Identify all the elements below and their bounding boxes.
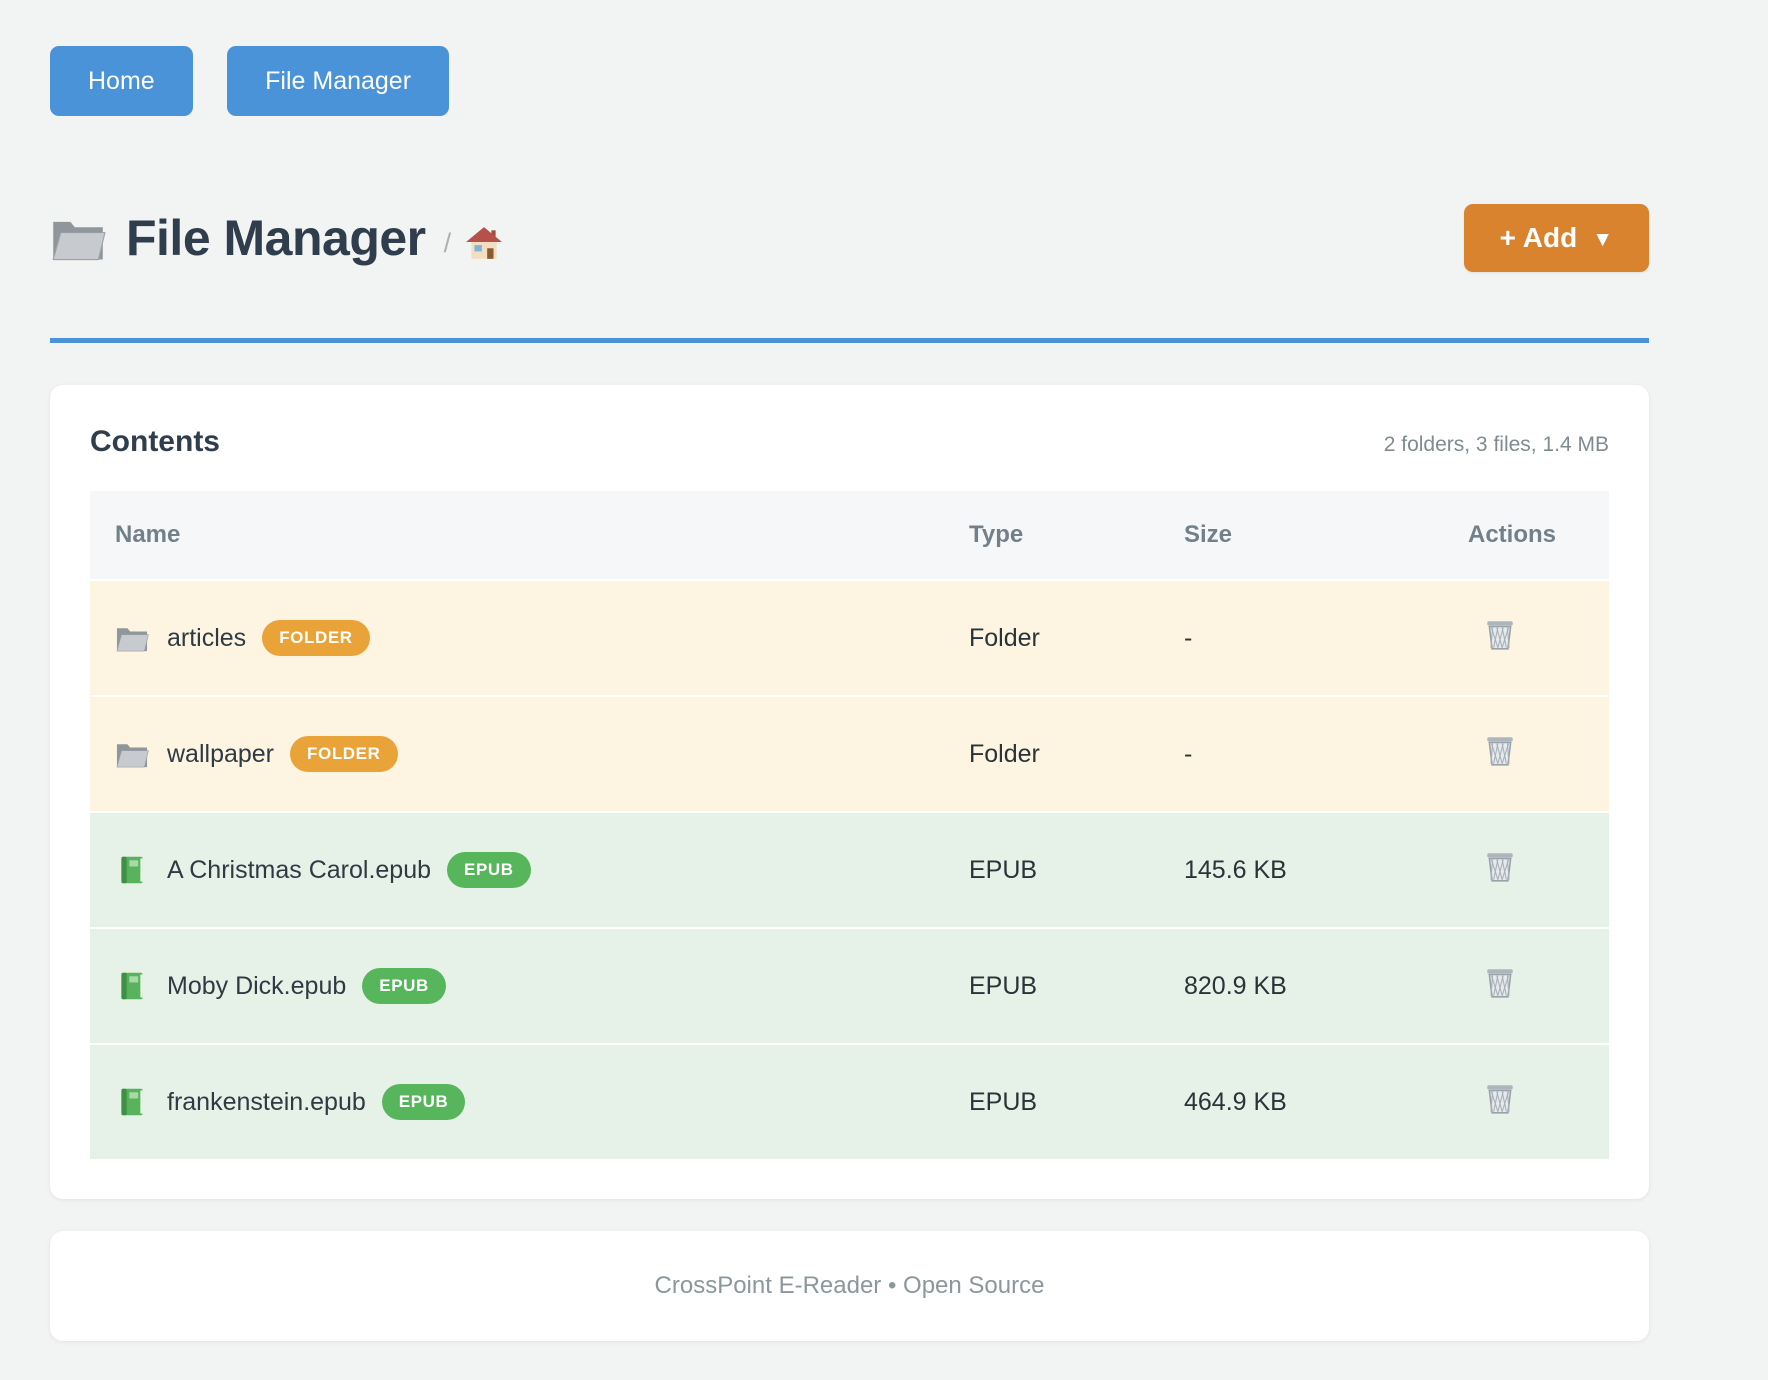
green-book-icon — [115, 1087, 149, 1117]
epub-badge: EPUB — [382, 1084, 466, 1120]
trash-icon — [1484, 966, 1516, 1000]
footer-text: CrossPoint E-Reader • Open Source — [655, 1272, 1045, 1300]
green-book-icon — [115, 855, 149, 885]
file-name: wallpaper — [167, 740, 274, 769]
folder-badge: FOLDER — [290, 736, 397, 772]
breadcrumb-separator: / — [444, 228, 452, 259]
delete-button[interactable] — [1484, 1082, 1516, 1116]
add-button[interactable]: + Add ▼ — [1464, 204, 1649, 272]
delete-button[interactable] — [1484, 966, 1516, 1000]
delete-button[interactable] — [1484, 850, 1516, 884]
table-row[interactable]: A Christmas Carol.epub EPUB EPUB 145.6 K… — [90, 812, 1609, 928]
file-type: Folder — [968, 696, 1183, 812]
delete-button[interactable] — [1484, 618, 1516, 652]
file-size: 145.6 KB — [1183, 812, 1467, 928]
file-size: - — [1183, 696, 1467, 812]
trash-icon — [1484, 618, 1516, 652]
file-name: articles — [167, 624, 246, 653]
table-row[interactable]: articles FOLDER Folder - — [90, 580, 1609, 696]
table-row[interactable]: frankenstein.epub EPUB EPUB 464.9 KB — [90, 1044, 1609, 1159]
table-header-row: Name Type Size Actions — [90, 491, 1609, 580]
column-header-actions: Actions — [1467, 491, 1609, 580]
page: Home File Manager File Manager / + Add ▼… — [50, 0, 1649, 1341]
card-header: Contents 2 folders, 3 files, 1.4 MB — [90, 425, 1609, 459]
home-icon[interactable] — [465, 226, 503, 260]
file-name: A Christmas Carol.epub — [167, 856, 431, 885]
chevron-down-icon: ▼ — [1592, 228, 1613, 252]
epub-badge: EPUB — [447, 852, 531, 888]
file-type: EPUB — [968, 812, 1183, 928]
trash-icon — [1484, 850, 1516, 884]
green-book-icon — [115, 971, 149, 1001]
trash-icon — [1484, 1082, 1516, 1116]
trash-icon — [1484, 734, 1516, 768]
file-size: 464.9 KB — [1183, 1044, 1467, 1159]
contents-card: Contents 2 folders, 3 files, 1.4 MB Name… — [50, 385, 1649, 1199]
folder-icon — [50, 214, 106, 262]
file-size: - — [1183, 580, 1467, 696]
file-type: EPUB — [968, 928, 1183, 1044]
contents-heading: Contents — [90, 425, 220, 459]
folder-icon — [115, 623, 149, 653]
file-type: EPUB — [968, 1044, 1183, 1159]
file-manager-button[interactable]: File Manager — [227, 46, 449, 116]
folder-icon — [115, 739, 149, 769]
top-nav: Home File Manager — [50, 46, 1649, 116]
divider — [50, 338, 1649, 343]
file-table: Name Type Size Actions articles FOLDER F… — [90, 491, 1609, 1159]
file-type: Folder — [968, 580, 1183, 696]
column-header-size: Size — [1183, 491, 1467, 580]
epub-badge: EPUB — [362, 968, 446, 1004]
column-header-name: Name — [90, 491, 968, 580]
file-name: Moby Dick.epub — [167, 972, 346, 1001]
page-title: File Manager — [126, 209, 426, 267]
home-button[interactable]: Home — [50, 46, 193, 116]
title-group: File Manager / — [50, 209, 503, 267]
footer: CrossPoint E-Reader • Open Source — [50, 1231, 1649, 1341]
add-button-label: + Add — [1500, 222, 1578, 254]
title-row: File Manager / + Add ▼ — [50, 204, 1649, 272]
contents-summary: 2 folders, 3 files, 1.4 MB — [1384, 433, 1609, 457]
delete-button[interactable] — [1484, 734, 1516, 768]
folder-badge: FOLDER — [262, 620, 369, 656]
table-row[interactable]: wallpaper FOLDER Folder - — [90, 696, 1609, 812]
column-header-type: Type — [968, 491, 1183, 580]
file-size: 820.9 KB — [1183, 928, 1467, 1044]
table-row[interactable]: Moby Dick.epub EPUB EPUB 820.9 KB — [90, 928, 1609, 1044]
file-name: frankenstein.epub — [167, 1088, 366, 1117]
